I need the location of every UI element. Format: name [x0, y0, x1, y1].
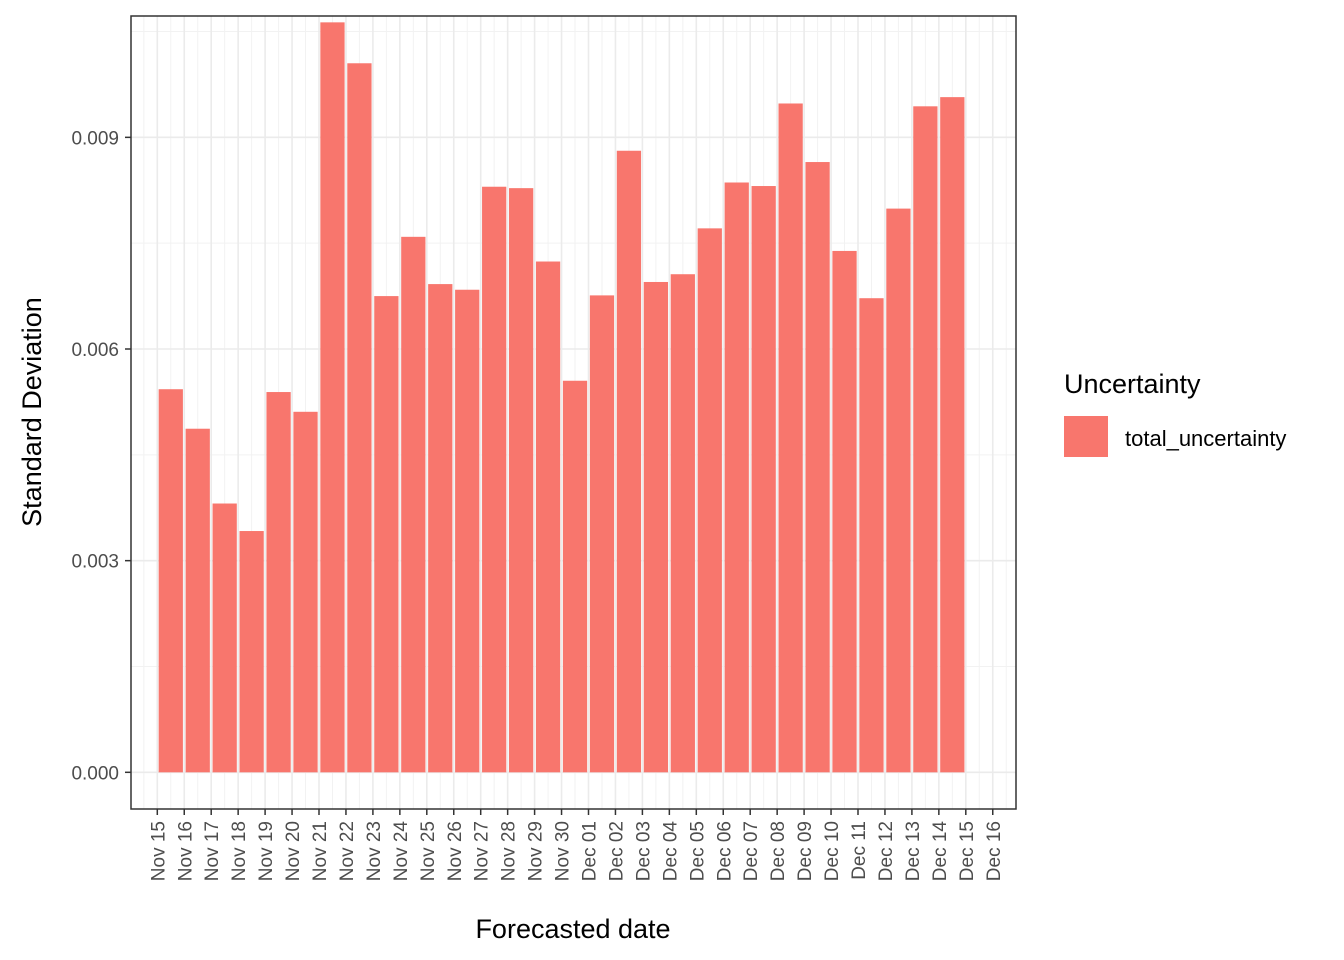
x-tick-label: Dec 01	[580, 821, 601, 881]
bar	[913, 106, 938, 773]
legend-key	[1064, 416, 1108, 457]
x-tick-label: Nov 16	[175, 821, 196, 881]
bar	[401, 236, 426, 773]
x-tick-label: Nov 24	[391, 821, 412, 882]
x-tick-label: Dec 04	[660, 821, 681, 882]
x-tick-label: Dec 13	[903, 821, 924, 881]
y-tick-label: 0.006	[71, 340, 119, 361]
x-tick-label: Nov 15	[148, 821, 169, 881]
bar	[589, 295, 615, 773]
bar	[158, 389, 183, 773]
y-axis-ticks: 0.000 0.003 0.006 0.009	[71, 128, 131, 784]
x-tick-label: Dec 05	[687, 821, 708, 881]
x-tick-label: Dec 11	[849, 821, 870, 880]
x-axis-ticks: Nov 15 Nov 16 Nov 17 Nov 18 Nov 19 Nov 20 Nov …	[148, 809, 1005, 882]
x-tick-label: Dec 10	[822, 821, 843, 881]
x-tick-label: Nov 23	[364, 821, 385, 881]
y-tick-label: 0.000	[71, 763, 119, 784]
bar	[535, 261, 561, 773]
y-tick-label: 0.009	[71, 128, 119, 149]
y-axis-title: Standard Deviation	[17, 297, 47, 527]
bar	[482, 186, 507, 773]
bar	[859, 298, 884, 773]
bar	[374, 296, 399, 773]
x-tick-label: Nov 25	[418, 821, 439, 881]
y-tick-label: 0.003	[71, 552, 119, 573]
x-tick-label: Dec 03	[633, 821, 654, 881]
panel-border	[130, 15, 1017, 810]
bar	[455, 289, 480, 773]
x-tick-label: Nov 30	[553, 821, 574, 881]
bars	[158, 22, 965, 773]
bar	[562, 380, 588, 773]
x-tick-label: Dec 16	[984, 821, 1005, 881]
x-tick-label: Nov 29	[526, 821, 547, 881]
bar	[266, 392, 291, 773]
bar	[697, 228, 722, 773]
x-tick-label: Dec 07	[741, 821, 762, 881]
x-tick-label: Nov 27	[472, 821, 493, 881]
x-tick-label: Dec 15	[957, 821, 978, 881]
bar	[616, 150, 642, 773]
x-tick-label: Dec 06	[714, 821, 735, 881]
legend-label: total_uncertainty	[1125, 426, 1286, 451]
bar	[239, 531, 264, 773]
bar	[778, 103, 803, 773]
bar	[185, 428, 210, 773]
x-tick-label: Dec 02	[606, 821, 627, 881]
x-tick-label: Nov 20	[283, 821, 304, 881]
bar	[832, 250, 857, 773]
x-tick-label: Nov 17	[202, 821, 223, 881]
bar	[643, 281, 669, 773]
x-tick-label: Dec 08	[768, 821, 789, 881]
x-tick-label: Dec 12	[876, 821, 897, 881]
bar	[886, 208, 911, 773]
x-tick-label: Nov 26	[445, 821, 466, 881]
x-tick-label: Nov 22	[337, 821, 358, 881]
bar	[347, 63, 372, 773]
legend: Uncertainty total_uncertainty	[1064, 369, 1286, 457]
bar	[805, 162, 830, 773]
bar	[940, 97, 965, 773]
x-tick-label: Dec 14	[930, 821, 951, 882]
bar	[212, 503, 237, 773]
x-axis-title: Forecasted date	[475, 914, 670, 944]
bar	[508, 188, 534, 773]
x-tick-label: Nov 19	[256, 821, 277, 881]
x-tick-label: Nov 18	[229, 821, 250, 881]
bar	[724, 182, 749, 773]
x-tick-label: Nov 21	[310, 821, 331, 881]
bar	[320, 22, 345, 773]
bar	[751, 186, 776, 773]
bar	[428, 284, 453, 773]
legend-title: Uncertainty	[1064, 369, 1201, 399]
x-tick-label: Nov 28	[499, 821, 520, 881]
bar	[293, 411, 318, 773]
x-tick-label: Dec 09	[795, 821, 816, 881]
bar	[670, 274, 695, 773]
